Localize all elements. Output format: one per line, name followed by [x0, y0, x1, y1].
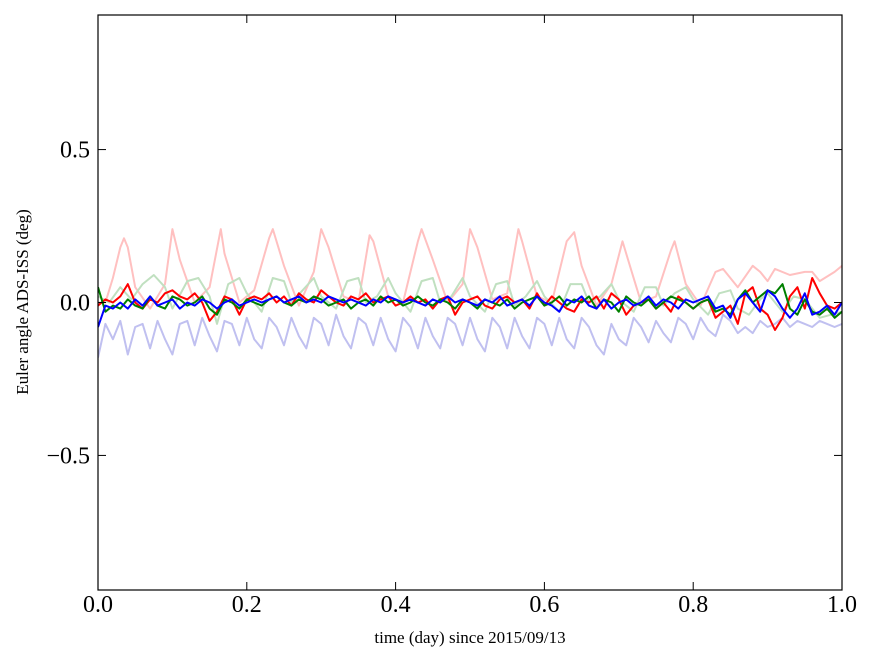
- series-line-5: [98, 289, 842, 328]
- x-tick-label: 0.0: [83, 592, 113, 618]
- x-tick-label: 0.6: [529, 592, 559, 618]
- series-line-1: [98, 274, 842, 325]
- series-layer: [98, 228, 842, 358]
- tick-layer: 0.0 0.2 0.4 0.6 0.8 1.0 −0.5 0.0 0.5: [46, 15, 857, 618]
- y-tick-label: 0.0: [60, 291, 90, 317]
- series-line-2: [98, 313, 842, 358]
- x-tick-label: 0.4: [381, 592, 411, 618]
- series-line-3: [98, 277, 842, 331]
- x-tick-label: 0.8: [678, 592, 708, 618]
- x-axis-label: time (day) since 2015/09/13: [374, 628, 565, 647]
- y-axis-label: Euler angle ADS-ISS (deg): [13, 209, 32, 395]
- x-tick-label: 0.2: [232, 592, 262, 618]
- y-tick-label: 0.5: [60, 138, 90, 164]
- x-tick-label: 1.0: [827, 592, 857, 618]
- y-tick-label: −0.5: [46, 443, 90, 469]
